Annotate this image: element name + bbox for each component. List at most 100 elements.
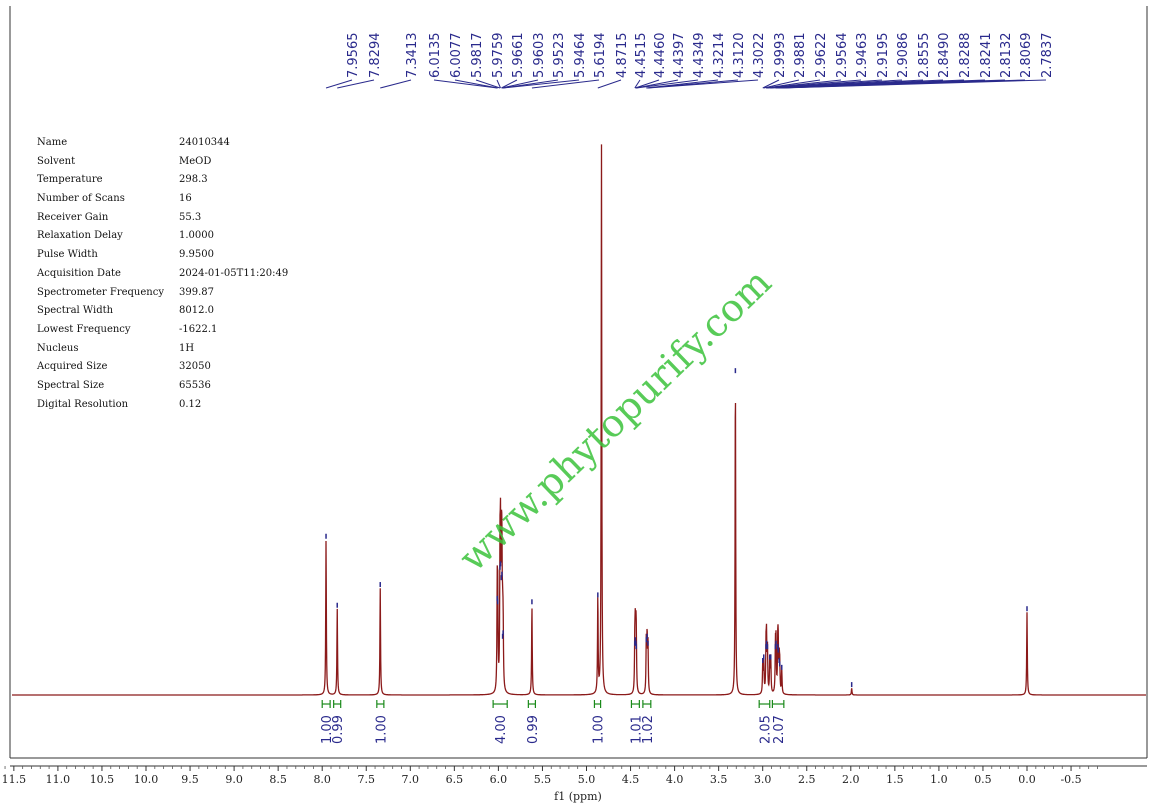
peak-markers <box>325 368 1028 688</box>
peak-label-leader <box>781 79 1047 89</box>
param-name: Name <box>37 137 68 148</box>
peak-label-leader <box>337 79 375 89</box>
peak-label: 2.8132 <box>999 33 1014 79</box>
x-tick-label: 7.5 <box>358 773 376 786</box>
peak-label: 2.8241 <box>979 33 994 79</box>
peak-label: 2.8555 <box>917 33 932 79</box>
peak-label: 4.4397 <box>672 33 687 79</box>
param-value: 16 <box>179 193 192 205</box>
param-value: 298.3 <box>179 174 208 186</box>
x-axis-minor-ticks <box>4 766 1098 769</box>
peak-label-leader <box>762 79 780 89</box>
peak-label: 2.8069 <box>1019 33 1034 79</box>
param-name: Spectrometer Frequency <box>37 286 164 298</box>
peak-label-leader <box>763 79 800 89</box>
peak-label: 2.8490 <box>937 33 952 79</box>
x-axis-label: f1 (ppm) <box>554 790 602 803</box>
x-tick-label: 8.0 <box>313 773 331 786</box>
peak-label: 5.9817 <box>470 33 485 79</box>
x-tick-label: 11.0 <box>46 773 71 786</box>
peak-label: 4.3120 <box>732 33 747 79</box>
x-tick-label: 5.5 <box>534 773 552 786</box>
param-name: Relaxation Delay <box>37 230 123 242</box>
x-tick-label: 10.0 <box>134 773 159 786</box>
param-value: 1.0000 <box>179 230 214 242</box>
integral-value: 1.00 <box>374 715 389 744</box>
peak-label: 5.6194 <box>593 33 608 79</box>
peak-label: 2.9463 <box>855 33 870 79</box>
peak-label: 6.0077 <box>449 33 464 79</box>
integral-value: 4.00 <box>494 715 509 744</box>
param-name: Pulse Width <box>37 249 98 261</box>
peak-label-leader <box>380 79 412 89</box>
param-name: Receiver Gain <box>37 211 109 223</box>
peak-label: 7.9565 <box>346 33 361 79</box>
peak-label: 2.9881 <box>793 33 808 79</box>
param-value: 399.87 <box>179 286 214 298</box>
peak-label: 7.3413 <box>405 33 420 79</box>
param-value: 65536 <box>179 379 211 391</box>
integrals: 1.000.99 1.00 4.00 0.99 1.00 1.011.02 2.052.07 <box>320 700 787 744</box>
peak-label: 5.9661 <box>511 33 526 79</box>
x-tick-label: 1.5 <box>886 773 904 786</box>
x-tick-label: 3.5 <box>710 773 728 786</box>
x-tick-label: 0.0 <box>1018 773 1036 786</box>
param-name: Spectral Size <box>37 379 105 391</box>
peak-label: 7.8294 <box>368 33 383 79</box>
peak-label-leader <box>496 79 501 89</box>
integral-value: 2.05 <box>758 715 773 744</box>
peak-label-leader <box>454 79 498 89</box>
peak-label-leaders <box>325 79 1047 89</box>
peak-labels: 7.9565 7.8294 7.3413 6.0135 6.0077 5.9817 5.97… <box>346 33 1055 79</box>
param-value: -1622.1 <box>179 323 218 335</box>
x-tick-label: 1.0 <box>930 773 948 786</box>
peak-label: 4.8715 <box>615 33 630 79</box>
param-value: 32050 <box>179 361 211 373</box>
x-tick-label: 11.5 <box>2 773 27 786</box>
peak-label: 5.9523 <box>552 33 567 79</box>
x-tick-label: 6.5 <box>446 773 464 786</box>
peak-label: 2.9993 <box>773 33 788 79</box>
integral-value: 0.99 <box>331 715 346 744</box>
peak-label-leader <box>501 79 518 89</box>
peak-label: 5.9603 <box>532 33 547 79</box>
peak-label-leader <box>647 79 759 89</box>
x-tick-label: 9.0 <box>225 773 243 786</box>
param-name: Acquired Size <box>37 361 108 373</box>
x-tick-label: 4.0 <box>666 773 684 786</box>
param-value: 2024-01-05T11:20:49 <box>179 267 289 279</box>
param-value: 0.12 <box>179 398 202 410</box>
integral-value: 0.99 <box>526 715 541 744</box>
param-value: 9.9500 <box>179 249 214 261</box>
peak-label-leader <box>475 79 501 89</box>
param-value: 24010344 <box>179 137 230 148</box>
peak-label: 2.8288 <box>958 33 973 79</box>
integral-value: 1.00 <box>592 715 607 744</box>
x-tick-label: 3.0 <box>754 773 772 786</box>
peak-label-leader <box>597 79 622 89</box>
x-tick-label: 10.5 <box>90 773 115 786</box>
peak-label: 4.3214 <box>712 33 727 79</box>
peak-label: 6.0135 <box>428 33 443 79</box>
integral-value: 1.02 <box>641 715 656 744</box>
x-tick-label: -0.5 <box>1060 773 1081 786</box>
param-value: 8012.0 <box>179 305 214 317</box>
param-name: Lowest Frequency <box>37 323 131 335</box>
param-name: Number of Scans <box>37 193 125 205</box>
param-value: MeOD <box>179 155 212 167</box>
peak-label: 2.7837 <box>1040 33 1055 79</box>
param-value: 55.3 <box>179 211 202 223</box>
x-tick-label: 6.0 <box>490 773 508 786</box>
peak-label: 2.9195 <box>876 33 891 79</box>
x-tick-label: 5.0 <box>578 773 596 786</box>
integral-value: 1.00 <box>320 715 335 744</box>
param-name: Digital Resolution <box>37 398 129 410</box>
x-tick-label: 2.5 <box>798 773 816 786</box>
x-axis-ticks: 11.5 11.0 10.5 10.0 9.5 9.0 8.5 8.0 7.5 7.0 6.5 6.0… <box>2 766 1082 786</box>
x-tick-label: 9.5 <box>181 773 199 786</box>
x-tick-label: 4.5 <box>622 773 640 786</box>
peak-label-leader <box>501 79 539 89</box>
peak-label: 4.4349 <box>692 33 707 79</box>
x-tick-label: 0.5 <box>974 773 992 786</box>
